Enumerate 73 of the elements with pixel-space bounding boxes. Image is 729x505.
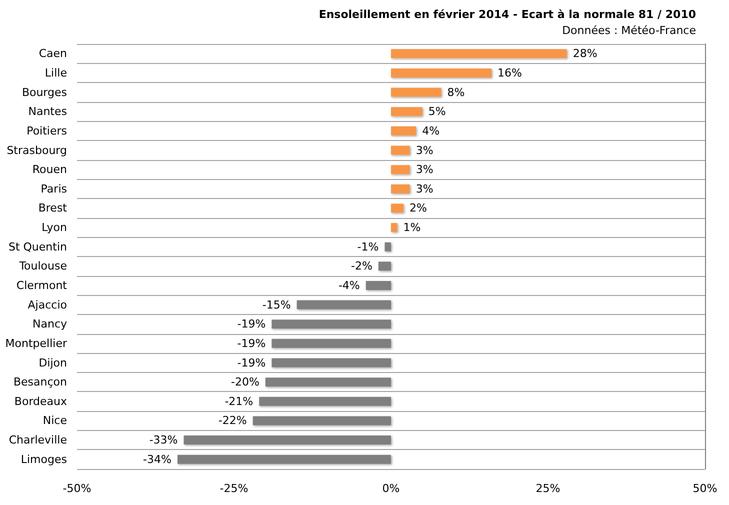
y-tick-label: Montpellier [5,336,68,350]
bar [378,262,391,271]
chart-subtitle: Données : Météo-France [562,24,696,37]
y-tick-label: Ajaccio [28,298,68,312]
x-tick-label: 0% [382,482,400,495]
y-tick-label: Clermont [16,278,68,292]
y-tick-label: Nancy [32,318,68,331]
data-label: -20% [230,376,260,389]
data-label: 8% [447,86,465,99]
data-label: -21% [224,394,254,408]
x-tick-label: -50% [62,482,92,495]
y-tick-label: Poitiers [26,124,68,138]
data-label: -19% [237,336,266,350]
data-label: 16% [497,66,522,80]
data-label: 1% [403,221,421,234]
y-tick-label: Nice [42,414,68,428]
bar [391,49,567,58]
bar [272,338,391,348]
bar [272,320,391,329]
y-tick-label: Paris [40,182,68,196]
bar [184,436,391,445]
bar [391,184,410,194]
bar [391,88,442,97]
data-label: -19% [237,356,266,370]
data-label: 3% [416,182,434,196]
bar [265,378,391,387]
x-tick-label: 50% [692,482,718,495]
data-label: -22% [218,414,247,428]
x-tick-label: 25% [536,482,560,495]
y-tick-label: Bordeaux [14,394,68,408]
bar [272,358,391,368]
y-tick-label: Rouen [32,163,68,176]
data-label: -33% [149,434,178,447]
bar [391,126,416,136]
y-tick-label: Besançon [13,376,68,389]
data-label: 2% [410,202,428,215]
y-tick-label: Dijon [38,356,68,370]
bar [252,416,391,426]
y-tick-label: Limoges [20,452,68,466]
data-label: 4% [422,124,440,138]
bar [391,204,404,213]
data-label: -1% [357,240,379,254]
bar [366,280,391,290]
data-label: 5% [428,105,446,118]
data-label: -4% [338,278,360,292]
bar [296,300,391,310]
y-tick-label: St Quentin [8,240,68,254]
y-tick-label: Caen [38,47,68,60]
bar [391,223,398,232]
x-tick-label: -25% [220,482,248,495]
y-tick-label: Toulouse [18,260,68,273]
y-tick-label: Nantes [28,105,68,118]
data-label: -34% [143,452,172,466]
data-label: -19% [237,318,266,331]
chart-title: Ensoleillement en février 2014 - Ecart à la normale 81 / 2010 [318,8,696,21]
bar [177,454,391,464]
bar [384,242,391,252]
y-tick-label: Lille [44,66,68,80]
y-tick-label: Lyon [42,221,68,234]
y-tick-label: Brest [38,202,68,215]
data-label: 28% [572,47,598,60]
bar [259,396,391,406]
y-tick-label: Charleville [8,434,68,447]
bar [391,68,492,78]
data-label: 3% [416,144,434,157]
bar [391,165,410,174]
bar [391,146,410,155]
bar [391,107,422,116]
y-tick-label: Bourges [22,86,68,99]
data-label: 3% [416,163,434,176]
y-tick-label: Strasbourg [6,144,67,157]
data-label: -15% [262,298,291,312]
data-label: -2% [351,260,372,273]
